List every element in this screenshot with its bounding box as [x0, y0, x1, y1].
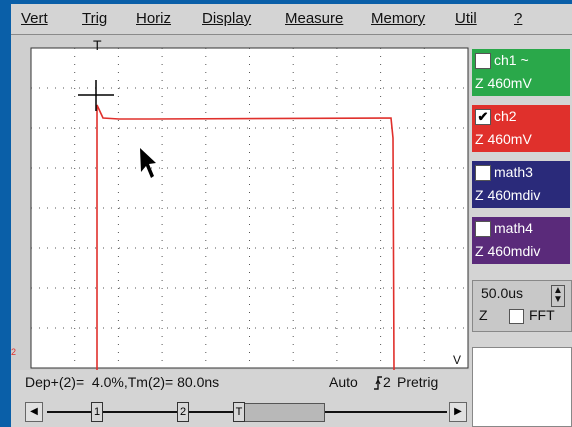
- ch1-scale: Z 460mV: [475, 75, 532, 91]
- menu-measure[interactable]: Measure: [285, 10, 344, 27]
- ch1-label: ch1 ~: [494, 52, 529, 68]
- menu-trig[interactable]: Trig: [82, 10, 108, 27]
- fft-checkbox[interactable]: [509, 309, 524, 324]
- trigger-position-marker: T: [93, 37, 102, 53]
- math3-scale: Z 460mdiv: [475, 187, 541, 203]
- menu-display[interactable]: Display: [202, 10, 252, 27]
- marker-trigger[interactable]: T: [233, 402, 245, 422]
- scroll-right-button[interactable]: ▶: [449, 402, 467, 422]
- pretrig-label[interactable]: Pretrig: [397, 374, 439, 390]
- channel-math3[interactable]: math3 Z 460mdiv: [472, 161, 570, 208]
- marker-1[interactable]: 1: [91, 402, 103, 422]
- info-panel: [472, 347, 572, 427]
- scroll-left-button[interactable]: ◀: [25, 402, 43, 422]
- channel-ch1[interactable]: ch1 ~ Z 460mV: [472, 49, 570, 96]
- channel-panel: ch1 ~ Z 460mV ✔ ch2 Z 460mV math3 Z 460m…: [470, 35, 572, 427]
- channel-ch2[interactable]: ✔ ch2 Z 460mV: [472, 105, 570, 152]
- timebase-control: 50.0us ▲ ▼ Z FFT: [472, 280, 572, 332]
- trigger-source: 2: [383, 374, 391, 390]
- ch2-scale: Z 460mV: [475, 131, 532, 147]
- math4-scale: Z 460mdiv: [475, 243, 541, 259]
- grid: [31, 48, 468, 368]
- math4-label: math4: [494, 220, 533, 236]
- measurement-readout: Dep+(2)= 4.0%,Tm(2)= 80.0ns: [25, 374, 220, 390]
- mouse-pointer-icon: [140, 148, 156, 178]
- status-bar: Dep+(2)= 4.0%,Tm(2)= 80.0ns Auto 2 Pretr…: [11, 370, 470, 396]
- timebase-spinner[interactable]: ▲ ▼: [551, 285, 565, 307]
- menu-vert[interactable]: Vert: [21, 10, 48, 27]
- scroll-thumb[interactable]: [233, 403, 325, 422]
- trigger-mode[interactable]: Auto: [329, 374, 358, 390]
- trigger-edge-icon: [374, 376, 382, 390]
- menu-util[interactable]: Util: [455, 10, 477, 27]
- waveform-display[interactable]: T 2 V: [11, 35, 470, 370]
- waveform-plot[interactable]: T 2 V: [11, 35, 470, 370]
- menu-horiz[interactable]: Horiz: [136, 10, 172, 27]
- ch2-checkbox[interactable]: ✔: [475, 109, 491, 125]
- ch2-trace: [96, 104, 395, 370]
- marker-2[interactable]: 2: [177, 402, 189, 422]
- timebase-zoom-label: Z: [479, 307, 488, 323]
- channel-math4[interactable]: math4 Z 460mdiv: [472, 217, 570, 264]
- math3-checkbox[interactable]: [475, 165, 491, 181]
- ch1-checkbox[interactable]: [475, 53, 491, 69]
- horizontal-scrollbar[interactable]: ◀ 1 2 T ▶: [11, 396, 470, 427]
- timebase-value: 50.0us: [481, 285, 524, 301]
- fft-label: FFT: [529, 307, 555, 323]
- channel-ground-marker: 2: [11, 347, 16, 357]
- math3-label: math3: [494, 164, 533, 180]
- menu-memory[interactable]: Memory: [371, 10, 426, 27]
- ch2-label: ch2: [494, 108, 517, 124]
- menu-help[interactable]: ?: [514, 10, 523, 27]
- scale-marker: V: [453, 353, 461, 367]
- math4-checkbox[interactable]: [475, 221, 491, 237]
- menu-bar: Vert Trig Horiz Display Measure Memory U…: [11, 4, 572, 35]
- cursor-crosshair[interactable]: [78, 80, 114, 111]
